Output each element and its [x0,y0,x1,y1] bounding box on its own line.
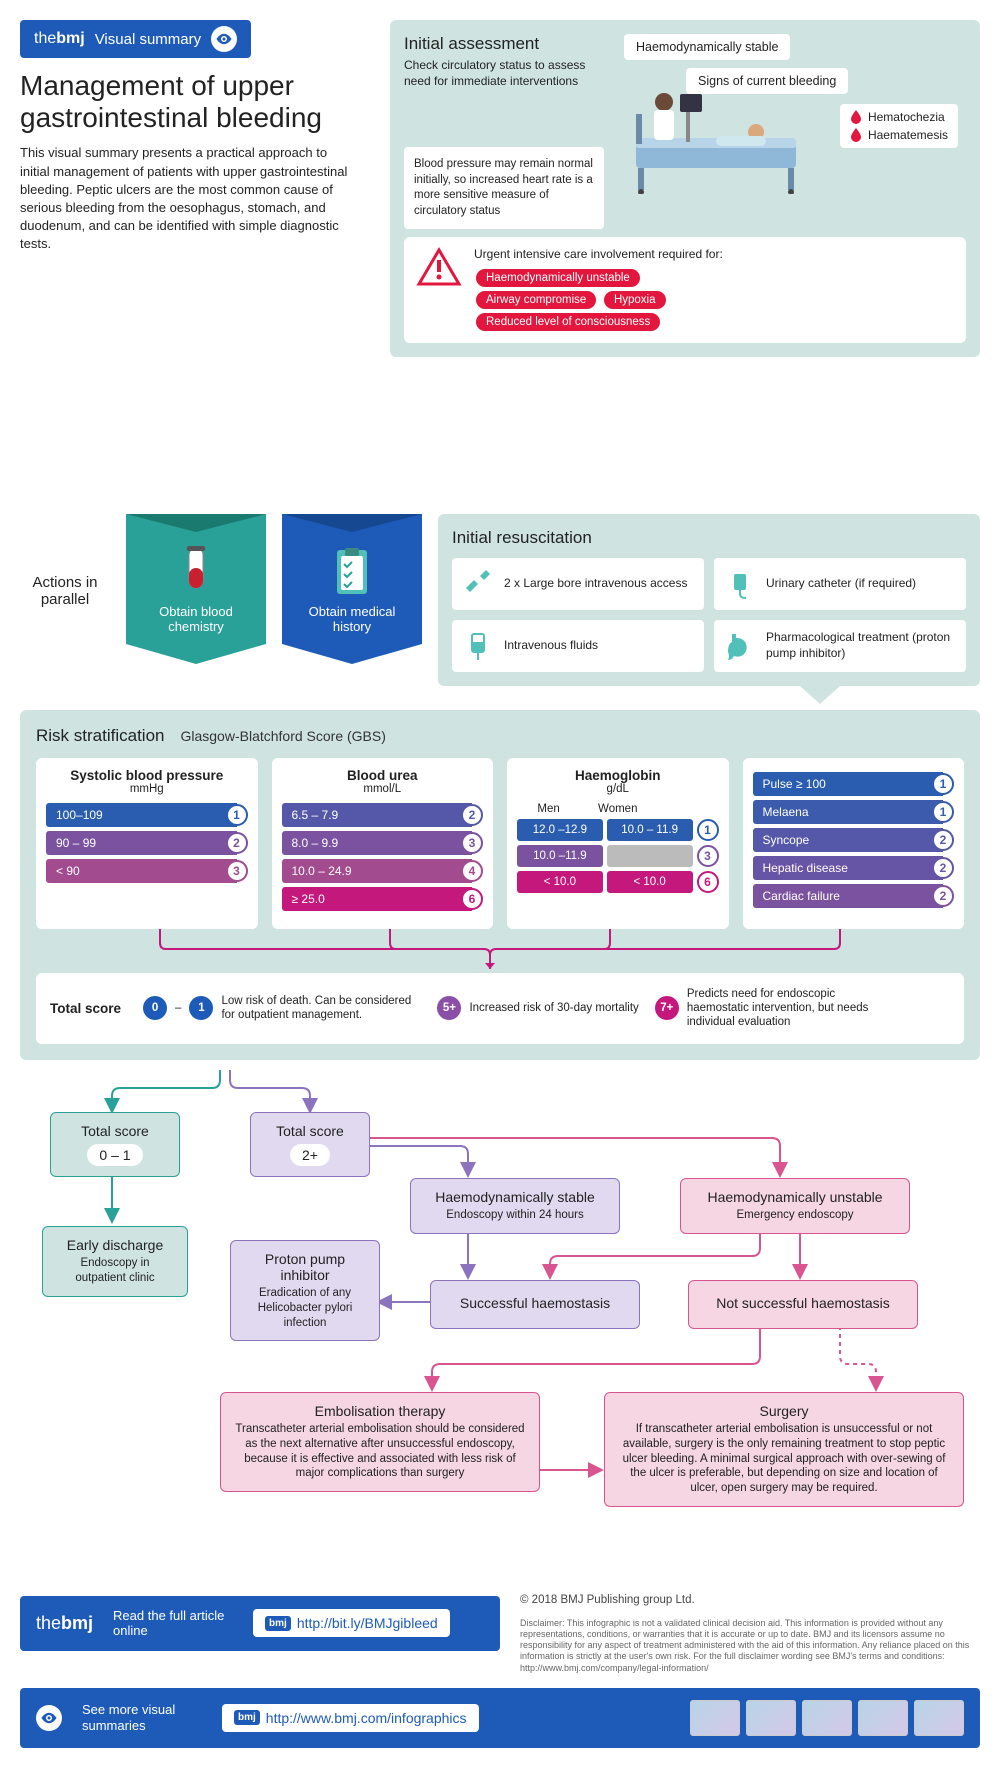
urgent-pill: Reduced level of consciousness [476,313,660,331]
infographics-url: bmjhttp://www.bmj.com/infographics [222,1704,479,1732]
total-score-bar: Total score 0–1 Low risk of death. Can b… [36,973,964,1044]
more-summaries-bar[interactable]: See more visual summaries bmjhttp://www.… [20,1688,980,1748]
resus-title: Initial resuscitation [452,528,966,548]
risk-title: Risk stratification [36,726,164,746]
score-row: 100–109 1 [46,803,248,827]
stomach-icon [724,630,756,662]
brand-badge: thebmj Visual summary [20,20,251,58]
assessment-title: Initial assessment [404,34,604,54]
score-2plus-box: Total score 2+ [250,1112,370,1177]
catheter-icon [724,568,756,600]
score-row: 10.0 –11.9 3 [517,845,719,867]
score-row: 10.0 – 24.9 4 [282,859,484,883]
score-row: Pulse ≥ 100 1 [753,772,955,796]
medical-history-banner: Obtain medical history [282,514,422,664]
page-title: Management of upper gastrointestinal ble… [20,70,360,134]
other-card: Pulse ≥ 100 1 Melaena 1 Syncope 2 Hepati… [743,758,965,929]
embolisation-box: Embolisation therapy Transcatheter arter… [220,1392,540,1493]
score-row: < 10.0 < 10.0 6 [517,871,719,893]
score-row: Syncope 2 [753,828,955,852]
ppi-box: Proton pump inhibitor Eradication of any… [230,1240,380,1342]
urgent-pill: Haemodynamically unstable [476,269,640,287]
intro-text: This visual summary presents a practical… [20,144,360,253]
urea-card: Blood urea mmol/L 6.5 – 7.9 2 8.0 – 9.9 … [272,758,494,929]
brand-logo: thebmj [34,30,85,48]
score-row: Cardiac failure 2 [753,884,955,908]
total-item: 0–1 Low risk of death. Can be considered… [143,994,421,1023]
risk-stratification-panel: Risk stratification Glasgow-Blatchford S… [20,710,980,1060]
score-row: Melaena 1 [753,800,955,824]
haemo-stable-pill: Haemodynamically stable [624,34,790,60]
thumbnail-strip [690,1700,964,1736]
brand-logo: thebmj [36,1613,93,1634]
warning-icon [416,247,462,287]
hb-card: Haemoglobin g/dL MenWomen 12.0 –12.9 10.… [507,758,729,929]
patient-bed-icon [616,84,816,194]
score-row: 6.5 – 7.9 2 [282,803,484,827]
copyright: © 2018 BMJ Publishing group Ltd. [520,1594,980,1606]
urgent-pill: Hypoxia [604,291,666,309]
bp-note: Blood pressure may remain normal initial… [404,147,604,229]
flowchart: Total score 0 – 1 Total score 2+ Early d… [20,1070,980,1570]
score-01-box: Total score 0 – 1 [50,1112,180,1177]
urgent-pill: Airway compromise [476,291,596,309]
success-box: Successful haemostasis [430,1280,640,1329]
clipboard-icon [331,544,373,598]
resus-item: 2 x Large bore intravenous access [452,558,704,610]
actions-parallel-label: Actions in parallel [20,514,110,608]
connector-lines [50,929,950,969]
eye-icon [36,1705,62,1731]
score-row: 8.0 – 9.9 3 [282,831,484,855]
blood-chemistry-banner: Obtain blood chemistry [126,514,266,664]
score-row: Hepatic disease 2 [753,856,955,880]
total-item: 5+ Increased risk of 30-day mortality [437,996,638,1020]
resuscitation-panel: Initial resuscitation 2 x Large bore int… [438,514,980,686]
sbp-card: Systolic blood pressure mmHg 100–109 1 9… [36,758,258,929]
blood-drop-icon [850,128,862,142]
eye-icon [211,26,237,52]
resus-item: Intravenous fluids [452,620,704,672]
read-article-bar[interactable]: thebmj Read the full article online bmjh… [20,1596,500,1651]
total-item: 7+ Predicts need for endoscopic haemosta… [655,987,887,1030]
assessment-subtitle: Check circulatory status to assess need … [404,58,604,89]
not-success-box: Not successful haemostasis [688,1280,918,1329]
score-row: < 90 3 [46,859,248,883]
arrow-down-icon [800,686,840,704]
bleeding-signs: Hematochezia Haematemesis [840,104,958,148]
initial-assessment-panel: Initial assessment Check circulatory sta… [390,20,980,357]
resus-item: Pharmacological treatment (proton pump i… [714,620,966,672]
early-discharge-box: Early discharge Endoscopy in outpatient … [42,1226,188,1297]
iv-fluids-icon [462,630,494,662]
score-row: 12.0 –12.9 10.0 – 11.9 1 [517,819,719,841]
blood-drop-icon [850,110,862,124]
unstable-box: Haemodynamically unstable Emergency endo… [680,1178,910,1234]
tagline: Visual summary [95,31,201,48]
stable-box: Haemodynamically stable Endoscopy within… [410,1178,620,1234]
gbs-label: Glasgow-Blatchford Score (GBS) [180,728,385,744]
disclaimer: Disclaimer: This infographic is not a va… [520,1618,980,1674]
test-tube-icon [175,544,217,598]
iv-access-icon [462,568,494,600]
score-row: ≥ 25.0 6 [282,887,484,911]
urgent-label: Urgent intensive care involvement requir… [474,247,723,261]
urgent-care-box: Urgent intensive care involvement requir… [404,237,966,343]
score-row: 90 – 99 2 [46,831,248,855]
article-url: bmjhttp://bit.ly/BMJgibleed [253,1609,450,1637]
resus-item: Urinary catheter (if required) [714,558,966,610]
